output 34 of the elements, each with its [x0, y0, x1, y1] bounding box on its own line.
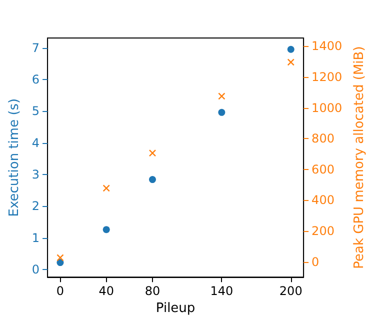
point [218, 92, 226, 100]
point [148, 176, 156, 184]
x-tick-label: 200 [279, 284, 302, 298]
point [287, 46, 294, 53]
point [102, 184, 110, 192]
point [287, 58, 294, 66]
y-tick-label: 2 [32, 199, 40, 214]
y-tick-label: 4 [32, 136, 40, 150]
y2-tick-label: 1200 [312, 70, 342, 84]
point [56, 259, 64, 266]
point [148, 149, 156, 157]
point [102, 226, 110, 234]
x-tick-label: 40 [98, 284, 114, 298]
y-axis-title: Execution time (s) [7, 98, 22, 217]
y-tick-label: 3 [32, 167, 40, 182]
y-tick-label: 5 [32, 104, 40, 118]
y2-tick-label: 400 [312, 193, 334, 208]
y2-tick-label: 600 [312, 162, 334, 176]
y-tick-label: 6 [32, 72, 40, 86]
y2-axis-title: Peak GPU memory allocated (MiB) [352, 46, 367, 269]
point [56, 254, 64, 262]
y2-tick-label: 1400 [312, 39, 342, 54]
x-tick-label: 140 [210, 284, 234, 298]
y2-tick-label: 1000 [312, 100, 342, 115]
y-tick-label: 1 [32, 230, 40, 245]
y2-tick-label: 0 [312, 254, 320, 269]
x-axis-title: Pileup [156, 301, 196, 316]
x-tick-label: 80 [144, 284, 160, 298]
y-tick-label: 0 [32, 262, 40, 276]
point [218, 108, 226, 116]
y-tick-label: 7 [32, 40, 40, 55]
y2-tick-label: 200 [312, 224, 334, 238]
y2-tick-label: 800 [312, 132, 334, 146]
x-tick-label: 0 [56, 284, 64, 298]
